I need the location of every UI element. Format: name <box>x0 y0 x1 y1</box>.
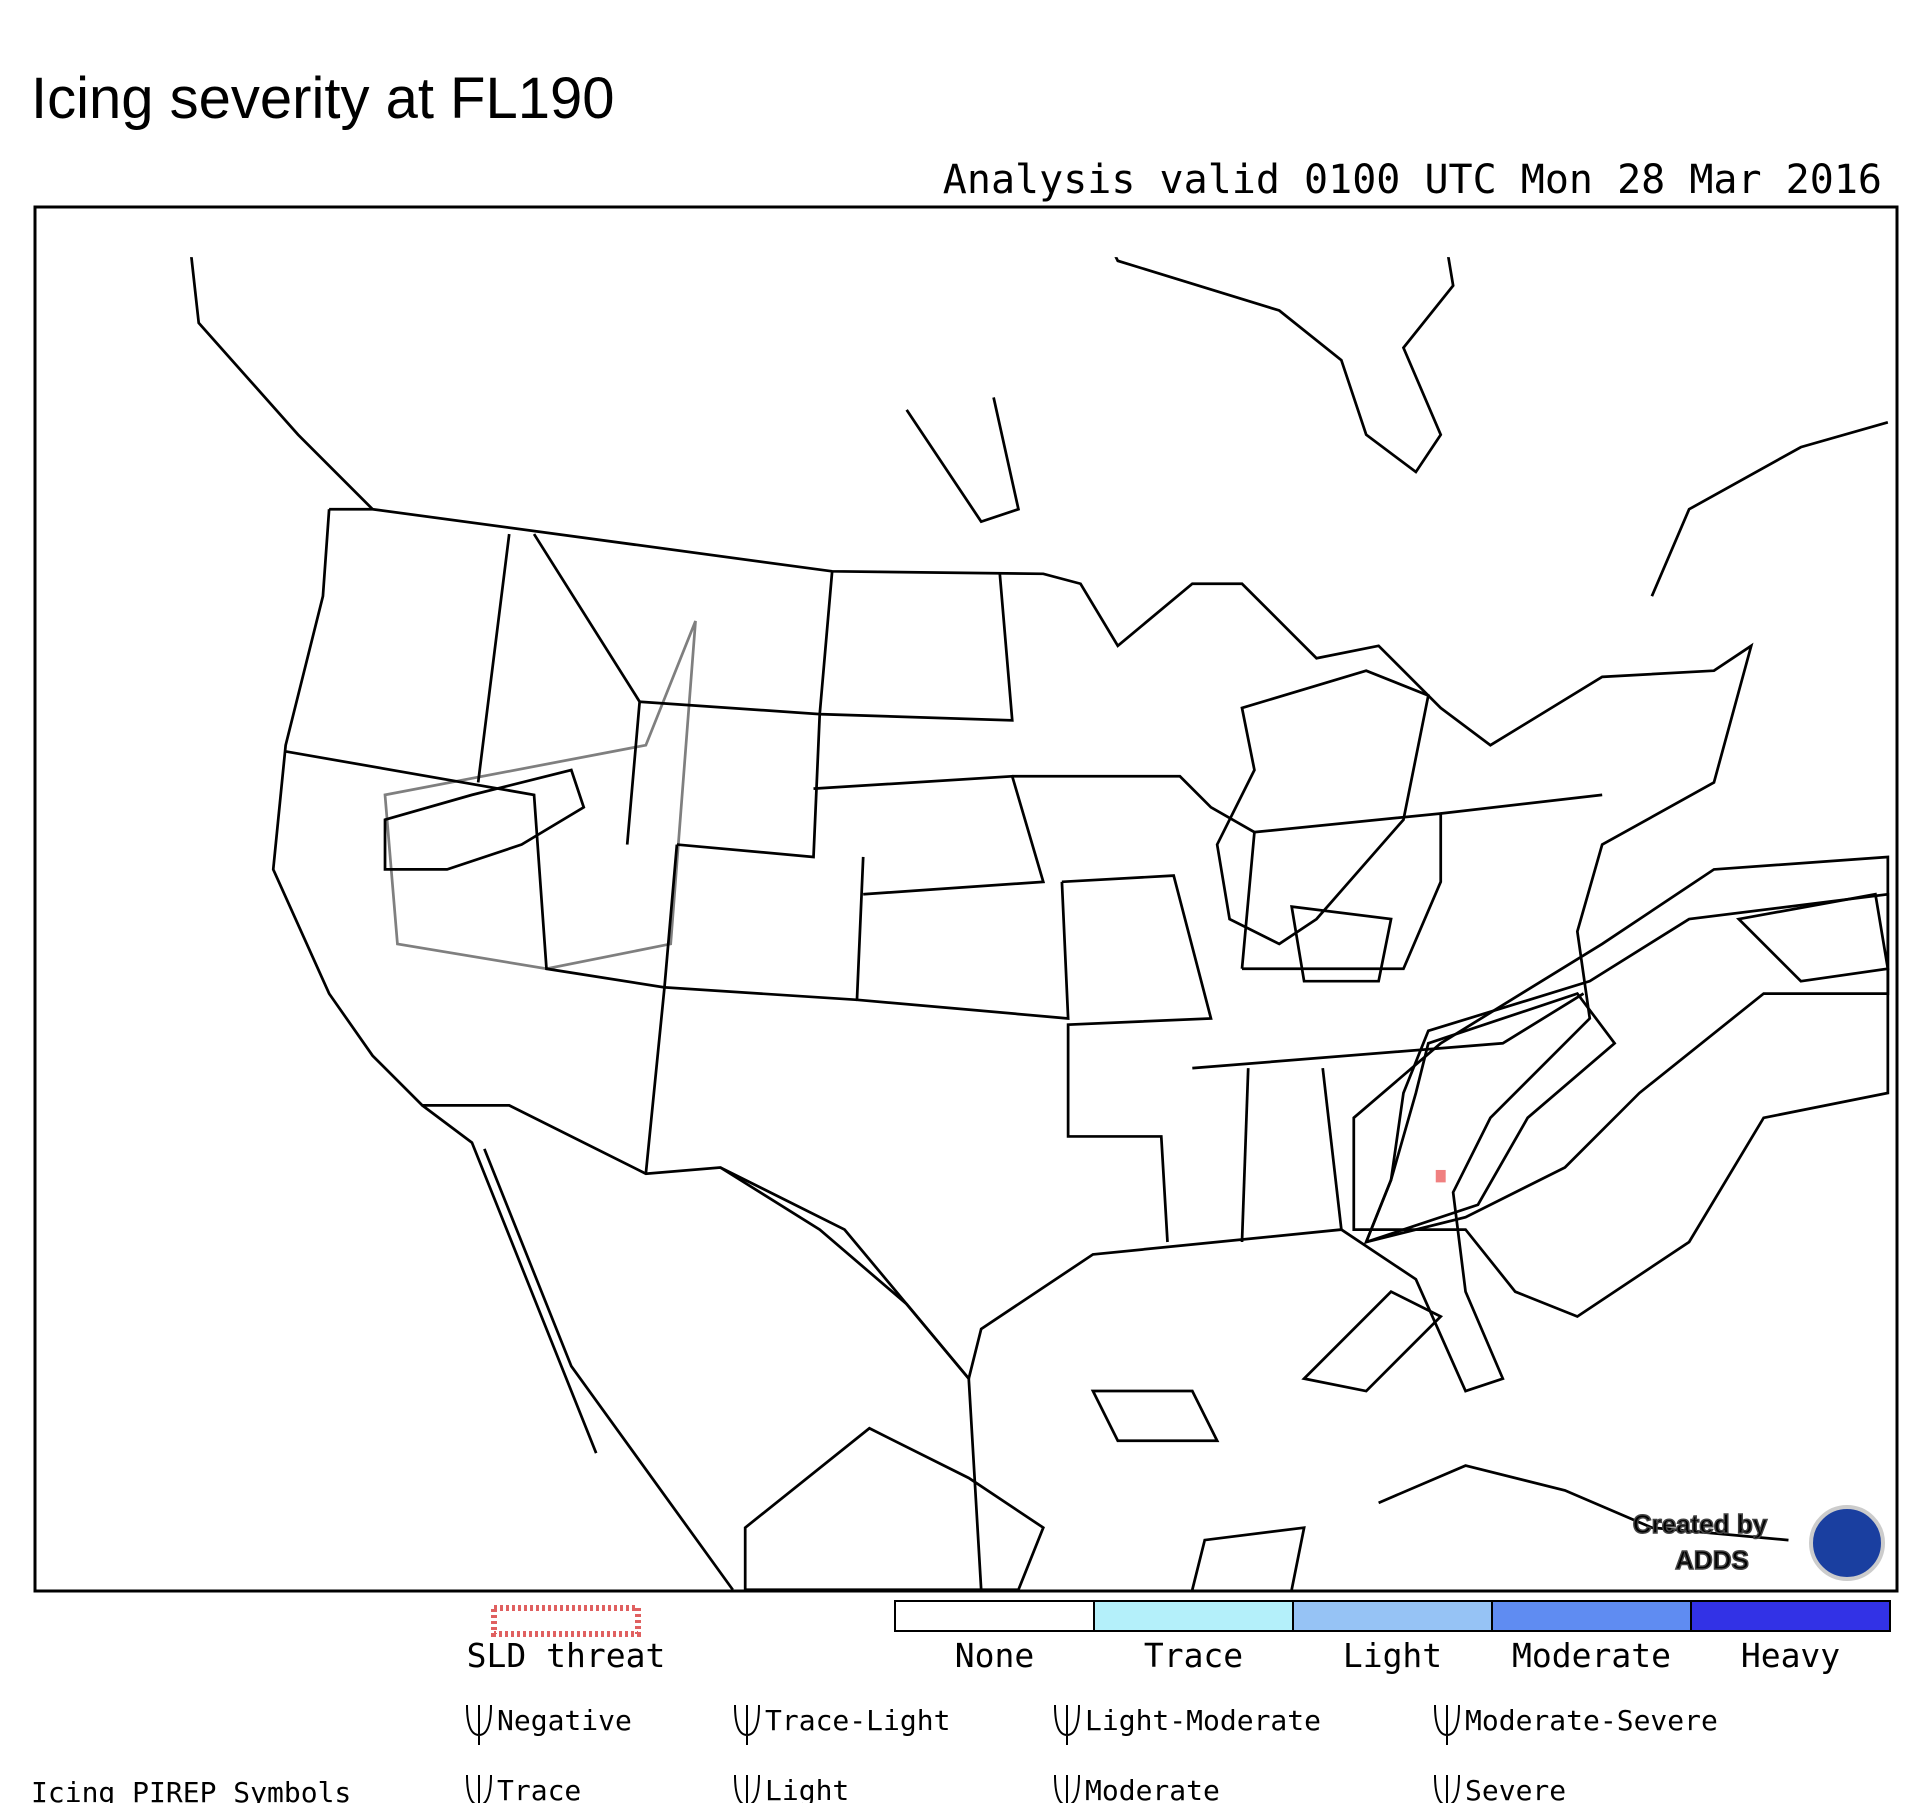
pirep-label: Moderate-Severe <box>1465 1704 1718 1737</box>
color-label: Light <box>1343 1636 1442 1675</box>
sld-label: SLD threat <box>467 1636 666 1675</box>
color-label: Trace <box>1144 1636 1243 1675</box>
title: Icing severity at FL190 <box>31 66 615 131</box>
legend: SLD threat <box>467 1605 666 1675</box>
credit: ADDS <box>1675 1545 1749 1575</box>
color-label: Heavy <box>1741 1636 1840 1675</box>
noaa-logo <box>1809 1505 1885 1581</box>
color-swatch <box>1292 1600 1493 1632</box>
pirep-label: Negative <box>497 1704 632 1737</box>
pirep-symbol <box>1054 1704 1080 1745</box>
pirep-symbol <box>466 1704 492 1745</box>
pirep-symbol <box>734 1704 760 1745</box>
pirep-label: Trace-Light <box>765 1704 950 1737</box>
pirep-symbol <box>1434 1704 1460 1745</box>
pirep-label: Light-Moderate <box>1085 1704 1321 1737</box>
pirep-label: Trace <box>497 1774 581 1803</box>
color-swatch <box>894 1600 1095 1632</box>
pirep-label: Light <box>765 1774 849 1803</box>
map-content <box>190 257 1890 1592</box>
color-label: None <box>955 1636 1034 1675</box>
sld-swatch <box>491 1605 641 1637</box>
pirep-symbol <box>1434 1774 1460 1803</box>
pirep-symbol <box>466 1774 492 1803</box>
map-frame <box>33 205 1899 1593</box>
color-swatch <box>1093 1600 1294 1632</box>
pirep-symbol <box>734 1774 760 1803</box>
pirep-label: Severe <box>1465 1774 1566 1803</box>
color-swatch <box>1690 1600 1891 1632</box>
color-label: Moderate <box>1512 1636 1671 1675</box>
credit: Created by <box>1633 1509 1768 1539</box>
color-swatch <box>1491 1600 1692 1632</box>
pirep-label: Moderate <box>1085 1774 1220 1803</box>
pirep-symbol <box>1054 1774 1080 1803</box>
map <box>33 205 1899 1593</box>
subtitle: Analysis valid 0100 UTC Mon 28 Mar 2016 <box>943 157 1882 203</box>
pirep-title: Icing PIREP Symbols <box>31 1776 351 1803</box>
